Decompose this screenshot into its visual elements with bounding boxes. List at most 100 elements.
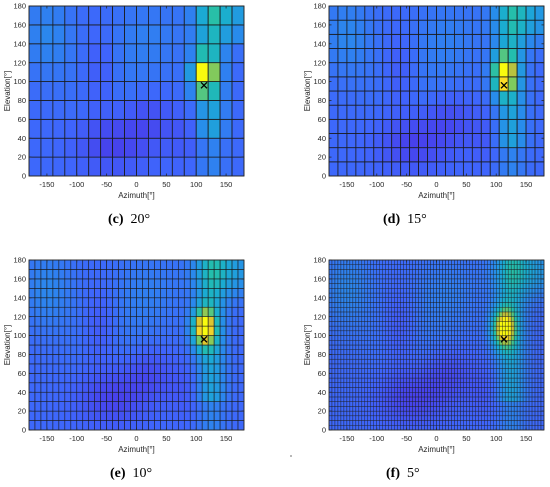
heatmap-cell: [451, 368, 455, 374]
caption-resolution: 5°: [407, 466, 420, 481]
heatmap-cell: [448, 269, 452, 275]
heatmap-cell: [498, 33, 509, 49]
heatmap-cell: [391, 311, 395, 317]
heatmap-cell: [472, 363, 476, 369]
heatmap-cell: [403, 401, 407, 407]
heatmap-cell: [382, 76, 393, 92]
heatmap-cell: [100, 278, 107, 289]
heatmap-cell: [400, 396, 404, 402]
heatmap-cell: [507, 76, 518, 92]
heatmap-cells: [28, 5, 245, 177]
heatmap-cell: [391, 104, 402, 120]
heatmap-cell: [343, 297, 348, 303]
heatmap-cell: [219, 410, 227, 421]
heatmap-cell: [382, 307, 386, 313]
heatmap-cell: [480, 133, 491, 149]
heatmap-cell: [481, 392, 485, 398]
heatmap-cell: [382, 368, 386, 374]
heatmap-cell: [406, 321, 410, 327]
heatmap-cell: [436, 340, 440, 346]
heatmap-cell: [424, 344, 428, 350]
heatmap-cell: [213, 325, 221, 336]
heatmap-cell: [421, 368, 425, 374]
heatmap-cell: [40, 100, 54, 120]
heatmap-cell: [504, 325, 509, 332]
heatmap-cell: [466, 311, 470, 317]
heatmap-cell: [403, 307, 407, 313]
heatmap-cell: [88, 344, 95, 355]
heatmap-cell: [106, 373, 113, 384]
heatmap-cell: [361, 401, 366, 407]
heatmap-cell: [379, 415, 383, 421]
heatmap-cell: [34, 335, 42, 346]
heatmap-cell: [337, 104, 348, 120]
heatmap-cell: [480, 147, 491, 163]
heatmap-cell: [201, 420, 209, 431]
heatmap-cell: [451, 264, 455, 270]
heatmap-cell: [388, 373, 392, 379]
heatmap-cell: [373, 349, 377, 355]
heatmap-cell: [475, 344, 479, 350]
heatmap-cell: [504, 292, 509, 298]
heatmap-cell: [427, 377, 431, 383]
heatmap-cell: [388, 269, 392, 275]
heatmap-cell: [409, 5, 419, 21]
heatmap-cell: [469, 410, 473, 417]
heatmap-cell: [418, 387, 422, 393]
heatmap-cell: [445, 288, 449, 294]
heatmap-cell: [484, 311, 488, 317]
heatmap-cell: [504, 373, 509, 379]
heatmap-cell: [52, 100, 66, 120]
heatmap-cell: [213, 382, 221, 393]
heatmap-cell: [537, 349, 542, 355]
heatmap-cell: [460, 297, 464, 303]
heatmap-cell: [516, 283, 521, 289]
heatmap-cell: [445, 19, 455, 35]
heatmap-cell: [46, 316, 54, 327]
heatmap-cell: [346, 288, 351, 294]
heatmap-cell: [343, 373, 348, 379]
heatmap-cell: [466, 273, 470, 280]
heatmap-cell: [385, 307, 389, 313]
heatmap-cell: [166, 278, 173, 289]
heatmap-cell: [159, 156, 173, 177]
heatmap-cell: [358, 316, 363, 322]
heatmap-cell: [451, 382, 455, 388]
heatmap-cell: [522, 382, 527, 388]
heatmap-cell: [379, 401, 383, 407]
heatmap-cell: [445, 415, 449, 421]
heatmap-cell: [201, 325, 209, 336]
heatmap-cell: [448, 335, 452, 341]
heatmap-cell: [415, 377, 419, 383]
heatmap-cell: [340, 325, 345, 332]
heatmap-cell: [142, 278, 149, 289]
heatmap-cell: [385, 302, 389, 308]
heatmap-cell: [346, 344, 351, 350]
heatmap-cell: [481, 344, 485, 350]
heatmap-cell: [52, 306, 60, 317]
heatmap-cell: [439, 330, 443, 336]
heatmap-cell: [424, 264, 428, 270]
heatmap-cell: [400, 363, 404, 369]
heatmap-cell: [496, 382, 500, 388]
heatmap-cell: [46, 420, 54, 431]
heatmap-cell: [183, 420, 191, 431]
heatmap-cell: [328, 311, 333, 317]
heatmap-cell: [439, 349, 443, 355]
heatmap-cell: [531, 278, 536, 284]
heatmap-cell: [136, 420, 143, 431]
heatmap-cell: [379, 387, 383, 393]
heatmap-cell: [418, 335, 422, 341]
heatmap-cell: [460, 344, 464, 350]
heatmap-cell: [487, 321, 491, 327]
heatmap-cell: [334, 269, 339, 275]
heatmap-cell: [166, 297, 173, 308]
heatmap-cell: [460, 410, 464, 417]
heatmap-cell: [58, 278, 66, 289]
heatmap-cell: [382, 264, 386, 270]
heatmap-cell: [481, 410, 485, 417]
heatmap-cell: [406, 415, 410, 421]
heatmap-cell: [421, 278, 425, 284]
heatmap-cell: [213, 373, 221, 384]
heatmap-cell: [148, 373, 155, 384]
